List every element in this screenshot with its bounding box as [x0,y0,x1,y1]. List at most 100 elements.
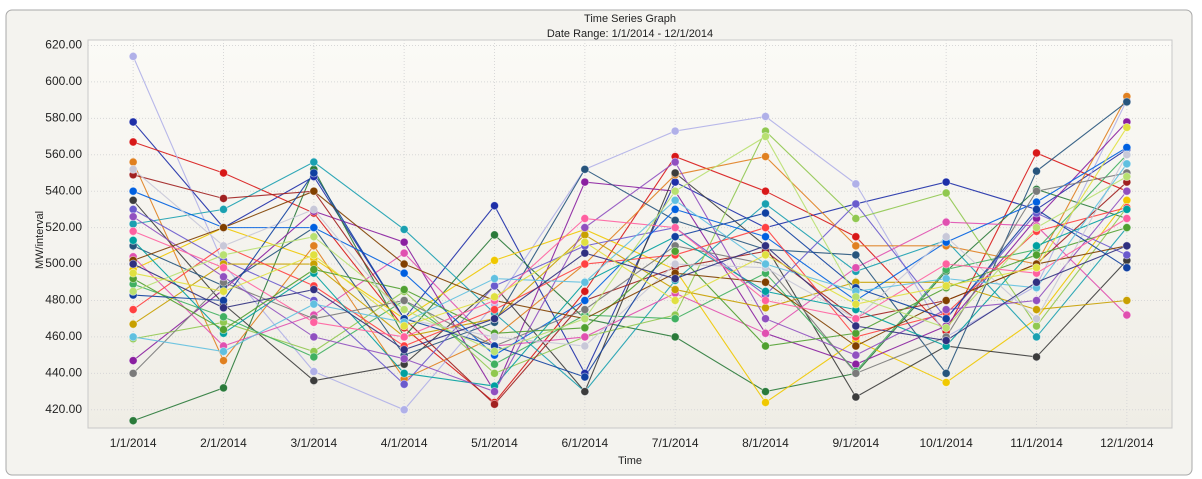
data-point [761,398,770,407]
data-point [851,368,861,378]
data-point [128,305,138,314]
data-point [851,359,861,369]
data-point [851,350,861,360]
data-point [670,126,680,136]
y-tick-label: 460.00 [45,329,82,343]
data-point [761,241,770,251]
data-point [399,296,409,305]
data-point [1032,223,1041,233]
data-point [1122,241,1132,251]
data-point [851,328,861,338]
data-point [1032,197,1041,207]
data-point [128,205,138,214]
data-point [670,296,680,305]
data-point [399,354,409,364]
data-point [761,387,770,396]
data-point [1032,241,1041,251]
data-point [219,272,228,282]
data-point [309,250,319,260]
x-tick-label: 4/1/2014 [381,436,428,450]
data-point [761,112,770,121]
data-point [1032,321,1041,331]
data-point [399,248,409,258]
data-point [219,241,228,251]
data-point [1122,223,1132,233]
data-point [670,195,680,205]
data-point [580,259,590,269]
data-point [670,186,680,196]
data-point [309,332,319,342]
x-tick-label: 10/1/2014 [919,436,973,450]
data-point [219,223,228,233]
data-point [580,341,590,351]
data-point [761,186,770,196]
y-tick-label: 440.00 [45,366,82,380]
data-point [309,186,319,196]
data-point [761,232,770,242]
series-line [132,245,1128,351]
data-point [490,256,499,265]
data-point [128,219,138,229]
data-point [399,379,409,389]
data-point [941,336,951,345]
data-point [580,248,590,258]
data-point [851,292,861,302]
y-tick-label: 520.00 [45,220,82,234]
data-point [1122,296,1132,305]
data-point [1122,195,1132,205]
data-point [309,265,319,274]
data-point [1122,123,1132,132]
data-point [851,263,861,273]
data-point [580,223,590,233]
data-point [1122,159,1132,169]
data-point [399,259,409,269]
data-point [580,277,590,287]
data-point [761,286,770,296]
data-point [670,259,680,269]
data-point [1032,250,1041,260]
data-point [670,215,680,225]
series-line [132,168,1127,422]
data-point [1122,172,1132,182]
data-point [309,285,319,294]
y-tick-label: 560.00 [45,147,82,161]
y-tick-label: 600.00 [45,74,82,88]
data-point [851,321,861,331]
data-point [851,199,861,209]
x-tick-label: 6/1/2014 [561,436,608,450]
x-tick-label: 11/1/2014 [1010,436,1063,450]
data-point [1032,166,1041,176]
data-point [219,194,228,203]
series-line [132,56,1128,411]
data-point [128,51,138,61]
data-point [399,268,409,278]
data-point [309,168,319,178]
data-point [399,225,409,234]
x-tick-label: 3/1/2014 [290,436,337,450]
data-point [128,157,138,167]
data-point [490,332,499,342]
series-line [132,234,1127,338]
data-point [399,285,409,294]
data-point [309,223,319,233]
data-point [670,168,680,178]
data-point [580,305,590,314]
data-point [219,356,228,366]
data-point [128,286,138,296]
series-line [132,154,1128,347]
data-point [128,356,138,366]
series-line [132,227,1127,347]
x-tick-label: 1/1/2014 [110,436,157,450]
data-point [1122,250,1132,260]
x-tick-label: 12/1/2014 [1100,436,1154,450]
data-point [1122,186,1132,196]
data-point [941,323,951,333]
chart-subtitle: Date Range: 1/1/2014 - 12/1/2014 [547,28,713,40]
data-point [761,250,770,260]
data-point [1032,148,1041,158]
data-point [1122,214,1132,223]
data-point [1032,332,1041,342]
data-point [761,296,770,305]
x-tick-label: 7/1/2014 [652,436,699,450]
series-line [132,96,1128,380]
